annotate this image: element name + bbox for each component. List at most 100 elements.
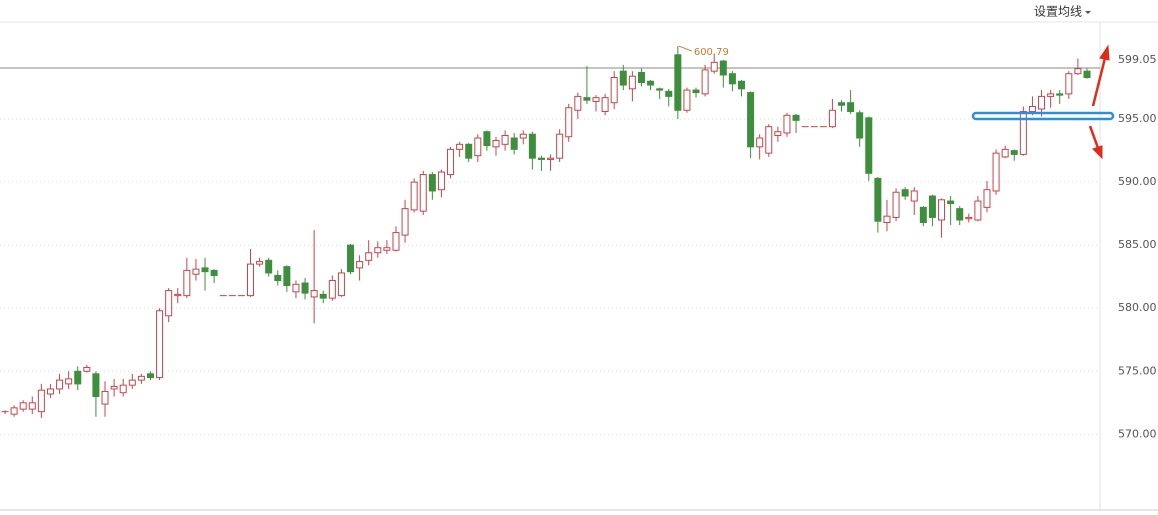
candle-body xyxy=(1001,148,1009,158)
candle-body xyxy=(719,60,727,76)
candle-body xyxy=(419,174,427,212)
candle-body xyxy=(174,293,182,297)
candle-body xyxy=(828,109,836,128)
candle-body xyxy=(56,379,64,390)
candle-body xyxy=(483,131,491,147)
candle-body xyxy=(337,272,345,297)
candle-body xyxy=(428,174,436,192)
candle-body xyxy=(565,107,573,138)
candle-body xyxy=(737,80,745,90)
candle-body xyxy=(838,102,846,106)
candle-body xyxy=(1038,95,1046,110)
candle-body xyxy=(910,190,918,202)
candle-body xyxy=(692,89,700,94)
reference-label: 599.05 xyxy=(1118,53,1157,66)
candle-body xyxy=(410,181,418,211)
candle-body xyxy=(1083,70,1091,78)
candle-body xyxy=(647,80,655,86)
candle-body xyxy=(19,402,27,410)
candle-body xyxy=(10,407,18,415)
candle-body xyxy=(938,199,946,221)
candle-body xyxy=(919,206,927,223)
annotation-pointer xyxy=(678,45,693,52)
candle-body xyxy=(28,402,36,410)
candle-body xyxy=(992,152,1000,192)
candle-body xyxy=(574,95,582,111)
y-tick-label: 570.00 xyxy=(1118,427,1157,440)
arrow-down-head xyxy=(1092,145,1103,160)
candle-body xyxy=(474,137,482,157)
y-tick-label: 580.00 xyxy=(1118,301,1157,314)
candle-body xyxy=(265,259,273,274)
candle-body xyxy=(101,390,109,405)
candle-body xyxy=(447,148,455,176)
candle-body xyxy=(765,126,773,154)
candle-body xyxy=(665,90,673,97)
highlight-box xyxy=(971,111,1115,121)
arrow-down xyxy=(1088,125,1100,149)
arrow-up xyxy=(1091,57,1107,107)
candle-body xyxy=(656,88,664,91)
candle-body xyxy=(1074,68,1082,75)
candle-body xyxy=(583,97,591,101)
candle-body xyxy=(201,267,209,273)
candle-body xyxy=(456,143,464,150)
candle-body xyxy=(983,189,991,208)
candle-body xyxy=(792,114,800,121)
candle-body xyxy=(1028,105,1036,113)
candle-body xyxy=(856,112,864,139)
candle-body xyxy=(510,137,518,150)
candle-body xyxy=(683,89,691,111)
candle-body xyxy=(619,70,627,86)
candle-body xyxy=(92,373,100,398)
candle-body xyxy=(847,102,855,113)
candle-body xyxy=(674,54,682,111)
candle-body xyxy=(1047,93,1055,97)
candle-body xyxy=(492,140,500,148)
arrow-up-head xyxy=(1099,44,1110,61)
candle-body xyxy=(347,244,355,273)
candle-body xyxy=(401,208,409,236)
candle-body xyxy=(610,76,618,104)
candle-body xyxy=(947,200,955,205)
candle-body xyxy=(519,133,527,139)
y-tick-label: 590.00 xyxy=(1118,175,1157,188)
candle-body xyxy=(892,191,900,218)
candle-body xyxy=(547,157,555,160)
y-tick-label: 595.00 xyxy=(1118,112,1157,125)
candle-body xyxy=(783,114,791,134)
candle-body xyxy=(1065,73,1073,95)
candle-body xyxy=(774,131,782,136)
candle-body xyxy=(274,274,282,282)
candle-body xyxy=(365,252,373,261)
candle-body xyxy=(465,143,473,159)
candle-body xyxy=(528,133,536,159)
dropdown-caret[interactable] xyxy=(1085,11,1091,14)
candle-body xyxy=(701,69,709,95)
candle-body xyxy=(747,92,755,148)
candle-body xyxy=(292,283,300,293)
candle-body xyxy=(246,263,254,297)
settings-button[interactable]: 设置均线 xyxy=(1034,5,1082,19)
candle-body xyxy=(119,384,127,394)
candle-body xyxy=(965,216,973,220)
candle-body xyxy=(392,232,400,251)
candle-body xyxy=(865,117,873,174)
candle-body xyxy=(901,189,909,197)
candle-body xyxy=(628,75,636,90)
y-tick-label: 585.00 xyxy=(1118,238,1157,251)
candle-body xyxy=(192,268,200,275)
candle-body xyxy=(728,73,736,85)
candle-body xyxy=(437,171,445,191)
candle-body xyxy=(883,215,891,223)
y-tick-label: 575.00 xyxy=(1118,364,1157,377)
candle-body xyxy=(501,134,509,145)
candle-body xyxy=(146,373,154,379)
candle-body xyxy=(1056,93,1064,96)
candle-body xyxy=(374,247,382,254)
candle-body xyxy=(874,177,882,222)
candle-body xyxy=(301,282,309,294)
candle-body xyxy=(592,97,600,102)
candle-body xyxy=(637,71,645,84)
